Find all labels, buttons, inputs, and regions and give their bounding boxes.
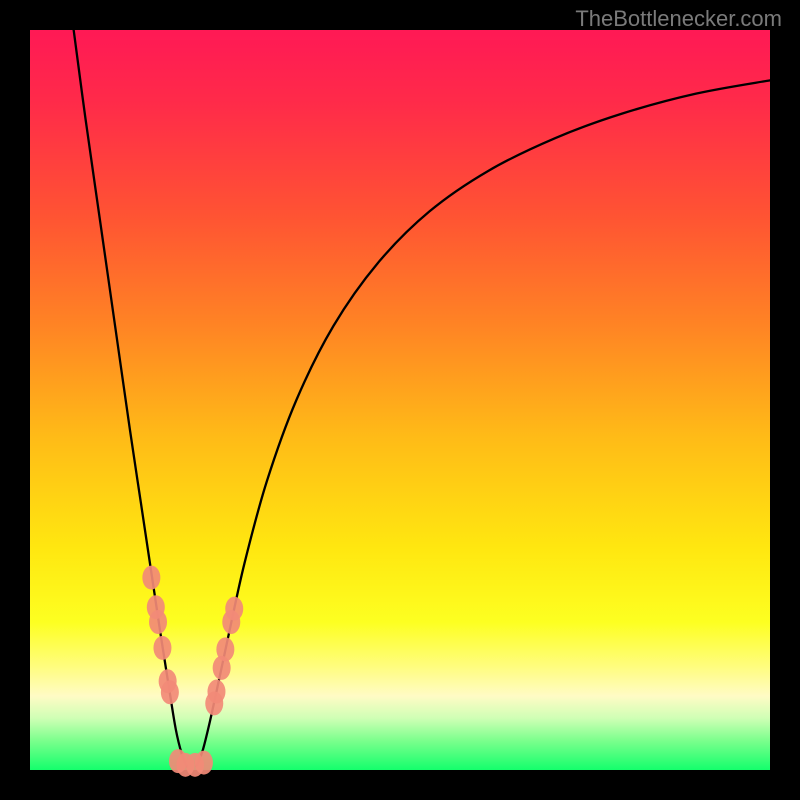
marker-group xyxy=(142,566,243,777)
watermark-text: TheBottlenecker.com xyxy=(575,6,782,32)
right-curve xyxy=(197,80,771,766)
data-marker xyxy=(225,597,243,621)
data-marker xyxy=(161,680,179,704)
data-marker xyxy=(149,610,167,634)
data-marker xyxy=(207,680,225,704)
chart-svg xyxy=(0,0,800,800)
left-curve xyxy=(74,30,187,766)
data-marker xyxy=(142,566,160,590)
data-marker xyxy=(153,636,171,660)
data-marker xyxy=(216,637,234,661)
data-marker xyxy=(195,751,213,775)
chart-container: TheBottlenecker.com xyxy=(0,0,800,800)
